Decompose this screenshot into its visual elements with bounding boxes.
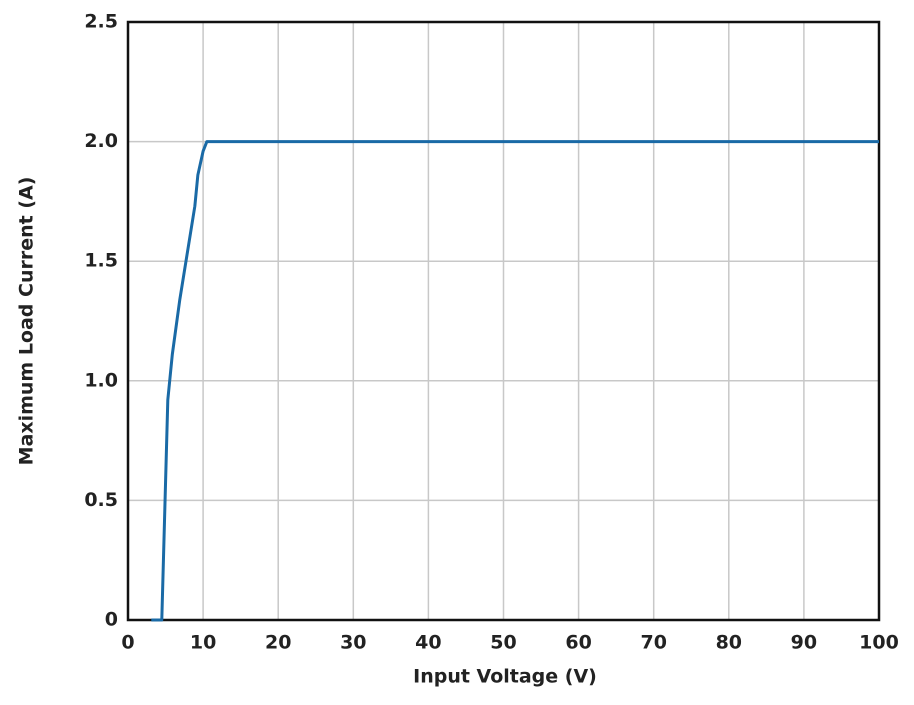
x-tick-label: 0 [121,632,134,654]
y-tick-label: 0.5 [84,489,118,511]
x-tick-label: 20 [265,632,291,654]
x-tick-label: 60 [565,632,591,654]
x-tick-label: 90 [791,632,817,654]
y-tick-label: 1.5 [84,250,118,272]
y-tick-label: 0 [105,609,118,631]
plot-frame [126,20,881,622]
x-tick-label: 70 [640,632,666,654]
x-tick-label: 10 [190,632,216,654]
x-tick-label: 80 [716,632,742,654]
x-axis-label: Input Voltage (V) [413,666,597,688]
y-axis-label: Maximum Load Current (A) [16,177,38,466]
data-line [151,140,879,622]
x-tick-label: 50 [490,632,516,654]
y-tick-label: 2.0 [84,130,118,152]
x-tick-label: 30 [340,632,366,654]
y-tick-label: 1.0 [84,369,118,391]
x-tick-label: 100 [859,632,899,654]
y-tick-label: 2.5 [84,11,118,33]
x-tick-label: 40 [415,632,441,654]
